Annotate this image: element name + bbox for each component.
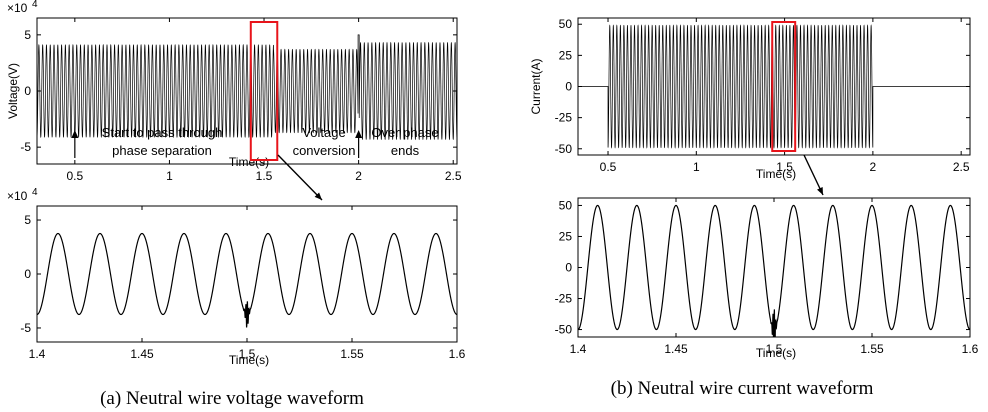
x-tick-label: 0.5 (66, 169, 83, 183)
y-tick-label: 50 (559, 17, 573, 31)
annotation-text: Voltage (302, 125, 345, 140)
x-tick-label: 1 (166, 169, 173, 183)
annotation-text: Start to pass through (102, 125, 223, 140)
waveform-line (37, 34, 457, 141)
zoom-arrow-current (803, 154, 824, 196)
y-tick-label: 0 (565, 261, 572, 275)
x-tick-label: 1.55 (860, 342, 884, 356)
y-multiplier: ×10 (7, 189, 28, 203)
y-tick-label: -5 (20, 140, 31, 154)
zoom-arrow-voltage (277, 154, 323, 201)
y-tick-label: 25 (559, 229, 573, 243)
x-tick-label: 1.4 (570, 342, 587, 356)
x-tick-label: 1.5 (766, 342, 783, 356)
chart-current_overview: 0.5 1 1.5 2 2.5 50 25 0 -25 -50 Time(s) Current(A) (529, 17, 971, 181)
x-tick-label: 1 (693, 160, 700, 174)
zoom-highlight-box (249, 21, 279, 161)
x-tick-label: 1.55 (340, 347, 364, 361)
y-tick-label: 0 (24, 84, 31, 98)
waveform-line (37, 232, 457, 328)
y-multiplier-exponent: 4 (32, 0, 38, 10)
y-tick-label: 5 (24, 213, 31, 227)
x-tick-label: 2 (355, 169, 362, 183)
y-tick-label: 0 (24, 267, 31, 281)
x-axis-label: Time(s) (229, 353, 269, 367)
annotation-text: Over phase (371, 125, 438, 140)
y-tick-label: 5 (24, 28, 31, 42)
x-tick-label: 1.6 (962, 342, 979, 356)
chart-voltage_zoom: 1.4 1.45 1.5 1.55 1.6 -5 0 5 Time(s) ×10 4 (7, 187, 466, 367)
x-tick-label: 2.5 (445, 169, 462, 183)
y-tick-label: 25 (559, 48, 573, 62)
y-multiplier: ×10 (7, 1, 28, 15)
y-tick-label: -25 (555, 111, 573, 125)
chart-voltage_overview: 0.5 1 1.5 2 2.5 -5 0 5 Time(s) Voltage(V) ×10 4 Star… (6, 0, 462, 183)
chart-current_zoom: 1.4 1.45 1.5 1.55 1.6 50 25 0 -25 -50 Time(s) (555, 197, 979, 360)
annotation-text: phase separation (112, 143, 212, 158)
x-tick-label: 1.5 (256, 169, 273, 183)
x-tick-label: 1.45 (130, 347, 154, 361)
x-tick-label: 1.4 (29, 347, 46, 361)
y-tick-label: -50 (555, 323, 573, 337)
x-axis-label: Time(s) (756, 346, 796, 360)
x-axis-label: Time(s) (229, 155, 269, 169)
y-tick-label: -50 (555, 142, 573, 156)
x-tick-label: 1.5 (239, 347, 256, 361)
waveform-line (578, 204, 970, 337)
x-tick-label: 1.45 (664, 342, 688, 356)
x-tick-label: 1.6 (449, 347, 466, 361)
x-tick-label: 0.5 (600, 160, 617, 174)
zoom-highlight-box (771, 21, 797, 152)
x-axis-label: Time(s) (756, 167, 796, 181)
waveform-line (578, 24, 970, 149)
annotation-arrow-head (71, 130, 79, 138)
y-tick-label: 0 (565, 80, 572, 94)
x-tick-label: 2.5 (953, 160, 970, 174)
x-tick-label: 1.5 (776, 160, 793, 174)
zoom-arrow-current-head (817, 187, 823, 195)
y-tick-label: 50 (559, 198, 573, 212)
zoom-arrow-voltage-head (314, 192, 322, 200)
annotation-text: conversion (293, 143, 356, 158)
y-axis-label: Current(A) (529, 58, 543, 114)
caption-b: (b) Neutral wire current waveform (611, 378, 874, 399)
caption-a: (a) Neutral wire voltage waveform (100, 388, 364, 409)
annotation-arrow-head (355, 130, 363, 138)
y-multiplier-exponent: 4 (32, 187, 38, 198)
y-tick-label: -5 (20, 321, 31, 335)
y-tick-label: -25 (555, 292, 573, 306)
y-axis-label: Voltage(V) (6, 63, 20, 119)
annotation-text: ends (391, 143, 420, 158)
x-tick-label: 2 (870, 160, 877, 174)
